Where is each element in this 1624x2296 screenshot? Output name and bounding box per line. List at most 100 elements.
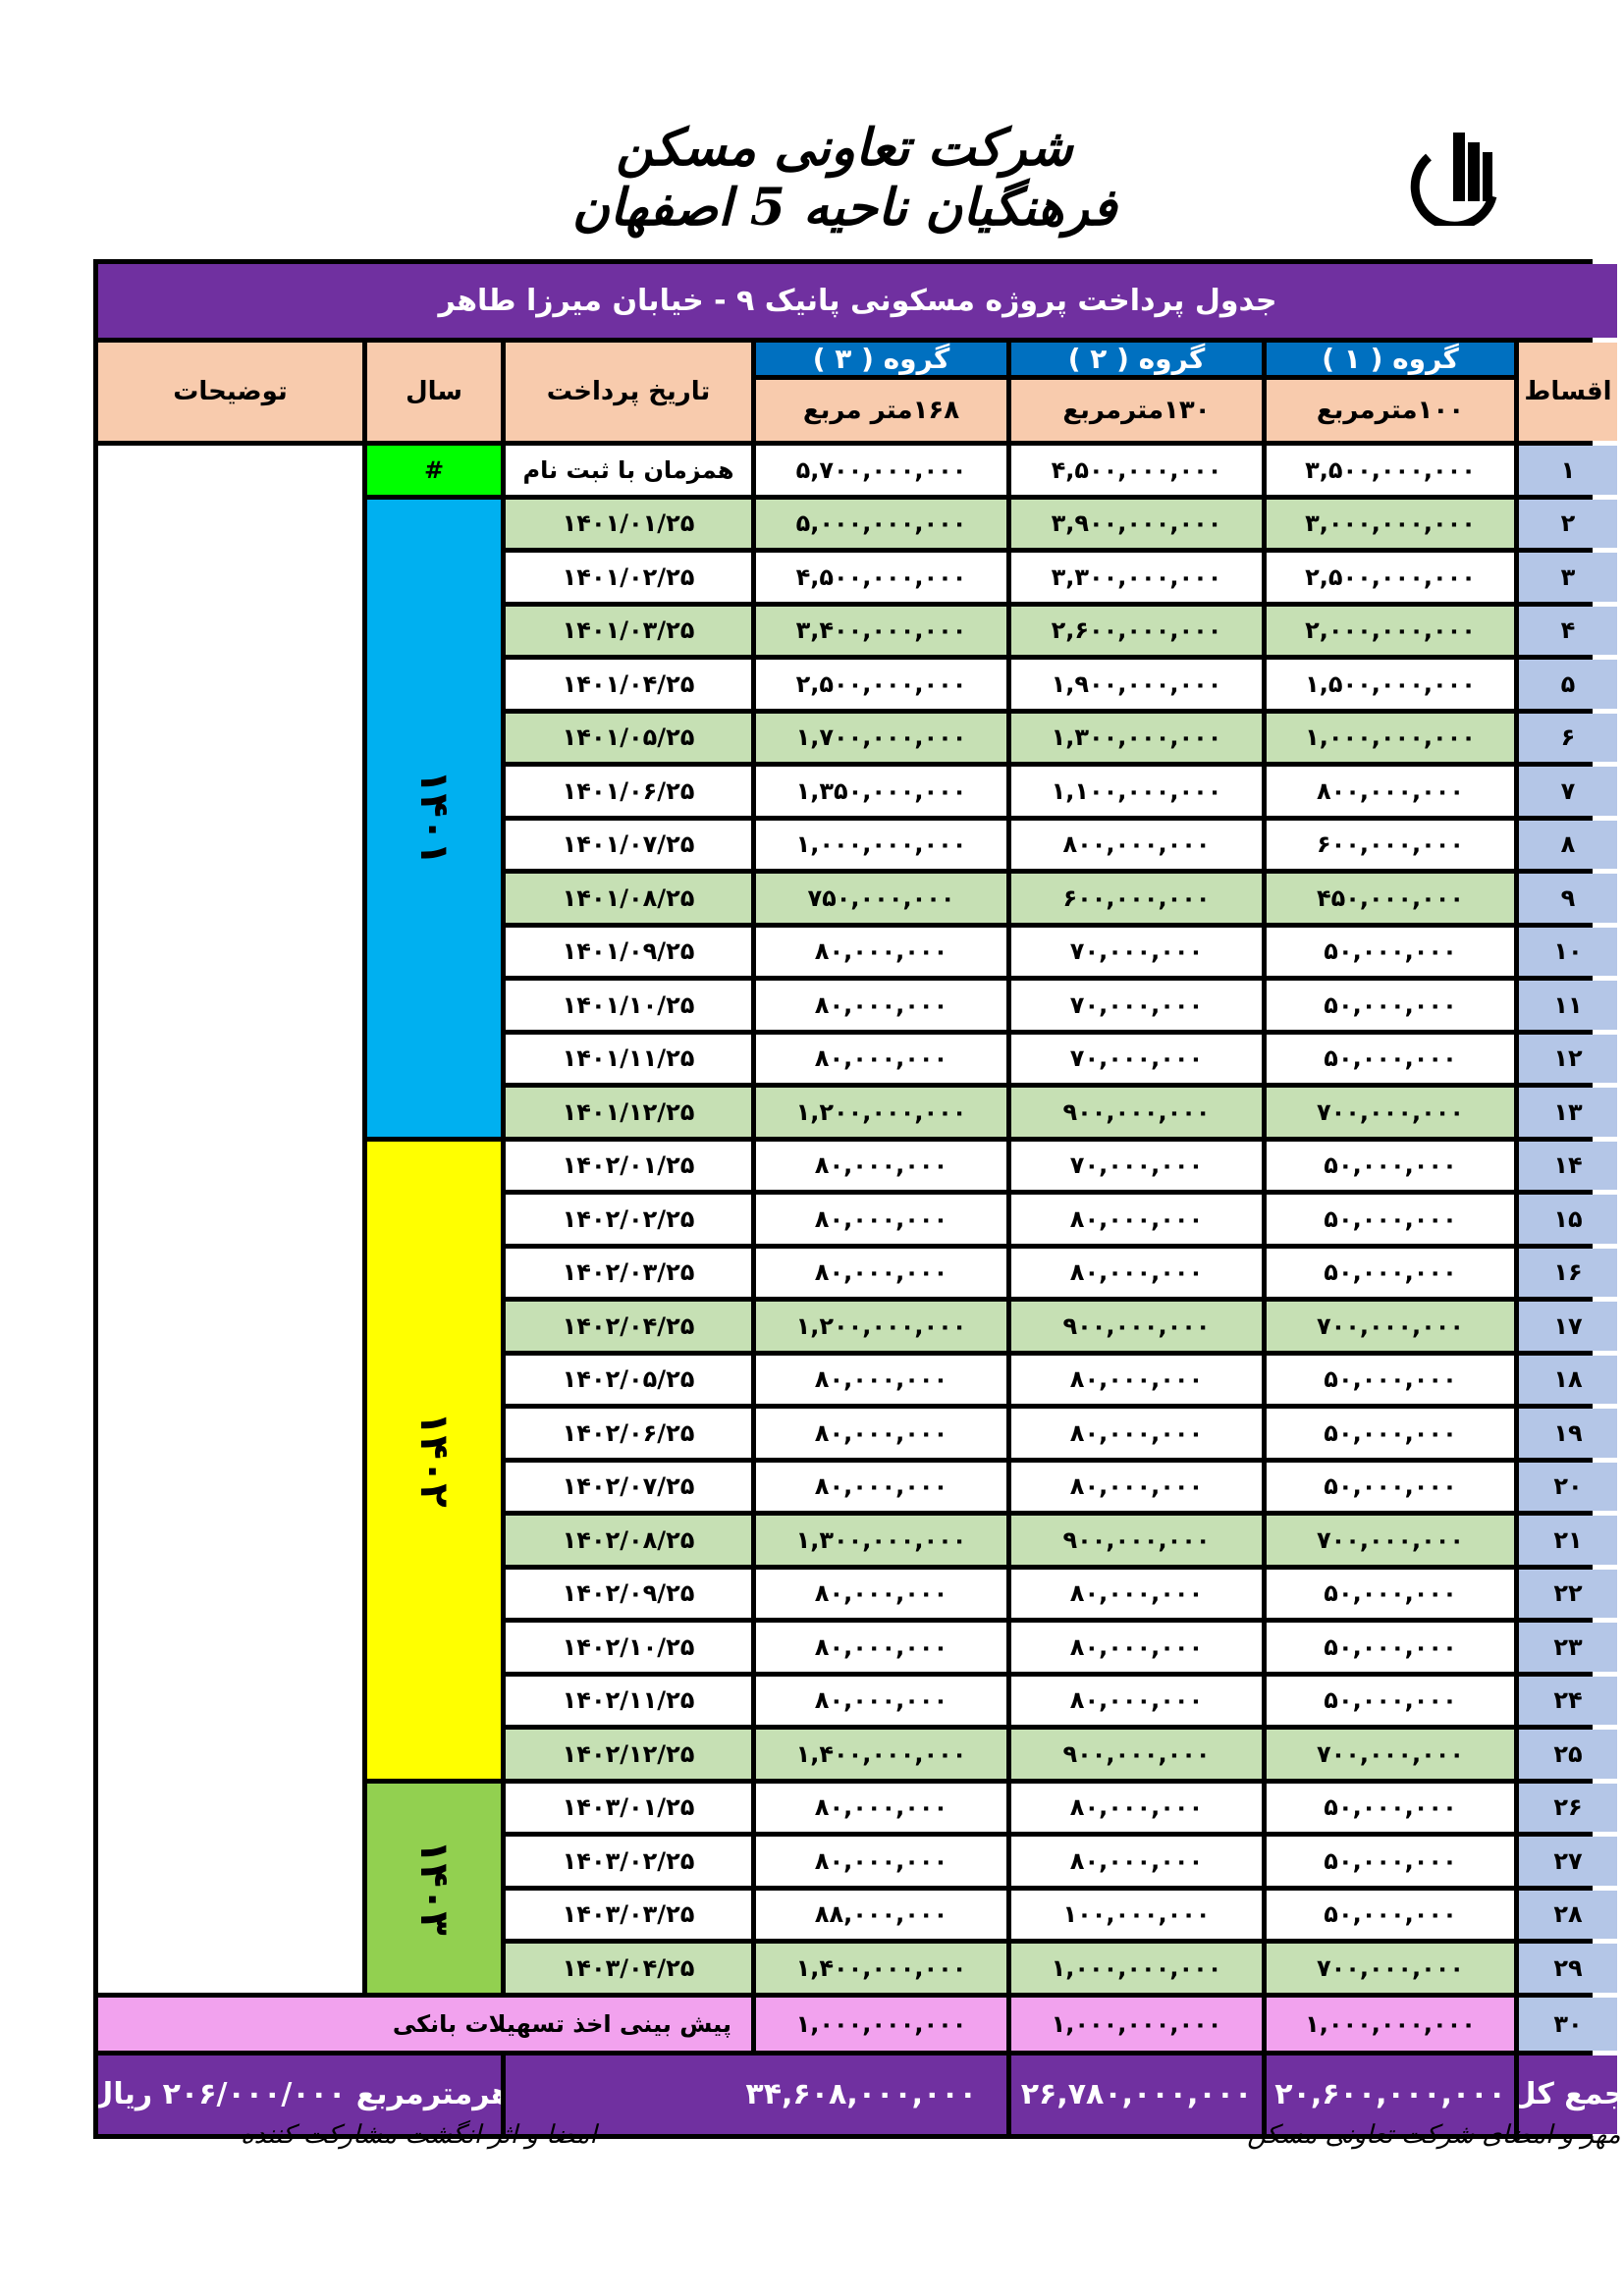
member-signature-label: امضا و اثر انگشت مشارکت کننده xyxy=(241,2120,597,2150)
amount-group-3: ۸۸,۰۰۰,۰۰۰ xyxy=(756,1890,1006,1939)
total-group-2: ۲۶,۷۸۰,۰۰۰,۰۰۰ xyxy=(1011,2055,1262,2134)
payment-date: ۱۴۰۱/۱۰/۲۵ xyxy=(506,981,751,1030)
header-date: تاریخ پرداخت xyxy=(506,343,751,441)
loan-label: پیش بینی اخذ تسهیلات بانکی xyxy=(98,1997,751,2051)
row-index: ۸ xyxy=(1519,820,1617,869)
amount-group-3: ۲,۵۰۰,۰۰۰,۰۰۰ xyxy=(756,660,1006,709)
row-index: ۱۹ xyxy=(1519,1409,1617,1458)
header-notes: توضیحات xyxy=(98,343,362,441)
amount-group-1: ۵۰,۰۰۰,۰۰۰ xyxy=(1267,981,1514,1030)
amount-group-3: ۸۰,۰۰۰,۰۰۰ xyxy=(756,1141,1006,1190)
amount-group-1: ۷۰۰,۰۰۰,۰۰۰ xyxy=(1267,1730,1514,1779)
row-index: ۱۰ xyxy=(1519,927,1617,976)
amount-group-3: ۳,۴۰۰,۰۰۰,۰۰۰ xyxy=(756,606,1006,655)
payment-date: ۱۴۰۳/۰۲/۲۵ xyxy=(506,1837,751,1886)
amount-group-1: ۳,۵۰۰,۰۰۰,۰۰۰ xyxy=(1267,446,1514,495)
payment-date: ۱۴۰۲/۰۶/۲۵ xyxy=(506,1409,751,1458)
amount-group-3: ۸۰,۰۰۰,۰۰۰ xyxy=(756,1676,1006,1725)
header-group-2: گروه ( ۲ ) xyxy=(1011,343,1262,375)
amount-group-2: ۹۰۰,۰۰۰,۰۰۰ xyxy=(1011,1088,1262,1137)
amount-group-1: ۷۰۰,۰۰۰,۰۰۰ xyxy=(1267,1944,1514,1993)
amount-group-2: ۸۰,۰۰۰,۰۰۰ xyxy=(1011,1783,1262,1832)
amount-group-1: ۵۰,۰۰۰,۰۰۰ xyxy=(1267,1141,1514,1190)
amount-group-1: ۵۰,۰۰۰,۰۰۰ xyxy=(1267,1783,1514,1832)
amount-group-1: ۶۰۰,۰۰۰,۰۰۰ xyxy=(1267,820,1514,869)
amount-group-2: ۱,۱۰۰,۰۰۰,۰۰۰ xyxy=(1011,767,1262,816)
payment-date: ۱۴۰۳/۰۴/۲۵ xyxy=(506,1944,751,1993)
amount-group-2: ۹۰۰,۰۰۰,۰۰۰ xyxy=(1011,1730,1262,1779)
amount-group-2: ۲,۶۰۰,۰۰۰,۰۰۰ xyxy=(1011,606,1262,655)
amount-group-1: ۲,۰۰۰,۰۰۰,۰۰۰ xyxy=(1267,606,1514,655)
amount-group-3: ۱,۰۰۰,۰۰۰,۰۰۰ xyxy=(756,820,1006,869)
payment-date: ۱۴۰۲/۱۰/۲۵ xyxy=(506,1623,751,1672)
amount-group-1: ۵۰,۰۰۰,۰۰۰ xyxy=(1267,1676,1514,1725)
amount-group-1: ۱,۰۰۰,۰۰۰,۰۰۰ xyxy=(1267,713,1514,762)
amount-group-3: ۵,۷۰۰,۰۰۰,۰۰۰ xyxy=(756,446,1006,495)
amount-group-2: ۸۰,۰۰۰,۰۰۰ xyxy=(1011,1623,1262,1672)
amount-group-2: ۸۰,۰۰۰,۰۰۰ xyxy=(1011,1837,1262,1886)
table-title: جدول پرداخت پروژه مسکونی پانیک ۹ - خیابا… xyxy=(98,264,1617,338)
amount-group-1: ۵۰,۰۰۰,۰۰۰ xyxy=(1267,927,1514,976)
amount-group-2: ۸۰,۰۰۰,۰۰۰ xyxy=(1011,1569,1262,1618)
payment-date: ۱۴۰۲/۱۲/۲۵ xyxy=(506,1730,751,1779)
year-0: # xyxy=(367,446,501,495)
amount-group-3: ۸۰,۰۰۰,۰۰۰ xyxy=(756,1783,1006,1832)
amount-group-3: ۸۰,۰۰۰,۰۰۰ xyxy=(756,1355,1006,1404)
amount-group-1: ۵۰,۰۰۰,۰۰۰ xyxy=(1267,1462,1514,1511)
amount-group-3: ۴,۵۰۰,۰۰۰,۰۰۰ xyxy=(756,553,1006,602)
amount-group-1: ۵۰,۰۰۰,۰۰۰ xyxy=(1267,1569,1514,1618)
amount-group-1: ۲,۵۰۰,۰۰۰,۰۰۰ xyxy=(1267,553,1514,602)
payment-date: ۱۴۰۲/۰۸/۲۵ xyxy=(506,1516,751,1565)
row-index: ۲۵ xyxy=(1519,1730,1617,1779)
amount-group-2: ۳,۹۰۰,۰۰۰,۰۰۰ xyxy=(1011,499,1262,548)
total-label: جمع کل xyxy=(1519,2055,1617,2134)
loan-group-2: ۱,۰۰۰,۰۰۰,۰۰۰ xyxy=(1011,1997,1262,2051)
amount-group-1: ۴۵۰,۰۰۰,۰۰۰ xyxy=(1267,874,1514,923)
loan-group-3: ۱,۰۰۰,۰۰۰,۰۰۰ xyxy=(756,1997,1006,2051)
payment-date: ۱۴۰۱/۰۲/۲۵ xyxy=(506,553,751,602)
amount-group-3: ۸۰,۰۰۰,۰۰۰ xyxy=(756,1837,1006,1886)
amount-group-1: ۷۰۰,۰۰۰,۰۰۰ xyxy=(1267,1302,1514,1351)
row-index: ۵ xyxy=(1519,660,1617,709)
payment-date: ۱۴۰۲/۰۵/۲۵ xyxy=(506,1355,751,1404)
price-per-meter: هرمترمربع ۲۰۶/۰۰۰/۰۰۰ ریال xyxy=(98,2055,501,2134)
amount-group-3: ۸۰,۰۰۰,۰۰۰ xyxy=(756,1623,1006,1672)
payment-date: ۱۴۰۱/۰۸/۲۵ xyxy=(506,874,751,923)
year-3: ۱۴۰۳ xyxy=(367,1783,501,1993)
amount-group-3: ۵,۰۰۰,۰۰۰,۰۰۰ xyxy=(756,499,1006,548)
amount-group-3: ۱,۴۰۰,۰۰۰,۰۰۰ xyxy=(756,1730,1006,1779)
row-index: ۲۰ xyxy=(1519,1462,1617,1511)
row-index: ۷ xyxy=(1519,767,1617,816)
row-index: ۱۷ xyxy=(1519,1302,1617,1351)
amount-group-2: ۷۰,۰۰۰,۰۰۰ xyxy=(1011,1141,1262,1190)
row-index: ۲۹ xyxy=(1519,1944,1617,1993)
payment-date: ۱۴۰۲/۰۱/۲۵ xyxy=(506,1141,751,1190)
amount-group-1: ۵۰,۰۰۰,۰۰۰ xyxy=(1267,1034,1514,1083)
notes-cell xyxy=(98,446,362,1993)
year-2: ۱۴۰۲ xyxy=(367,1141,501,1779)
company-logo-icon xyxy=(1410,133,1497,226)
amount-group-3: ۸۰,۰۰۰,۰۰۰ xyxy=(756,927,1006,976)
amount-group-3: ۸۰,۰۰۰,۰۰۰ xyxy=(756,1034,1006,1083)
header-area-3: ۱۶۸متر مربع xyxy=(756,380,1006,441)
total-group-3: ۳۴,۶۰۸,۰۰۰,۰۰۰ xyxy=(506,2055,1006,2134)
row-index: ۱۱ xyxy=(1519,981,1617,1030)
amount-group-3: ۸۰,۰۰۰,۰۰۰ xyxy=(756,1569,1006,1618)
amount-group-2: ۹۰۰,۰۰۰,۰۰۰ xyxy=(1011,1302,1262,1351)
loan-group-1: ۱,۰۰۰,۰۰۰,۰۰۰ xyxy=(1267,1997,1514,2051)
row-index: ۱۴ xyxy=(1519,1141,1617,1190)
header-index: اقساط xyxy=(1519,343,1617,441)
header-area-2: ۱۳۰مترمربع xyxy=(1011,380,1262,441)
amount-group-2: ۴,۵۰۰,۰۰۰,۰۰۰ xyxy=(1011,446,1262,495)
row-index: ۱۵ xyxy=(1519,1195,1617,1244)
payment-date: ۱۴۰۲/۰۷/۲۵ xyxy=(506,1462,751,1511)
company-name: شرکت تعاونی مسکن فرهنگیان ناحیه 5 اصفهان xyxy=(571,118,1117,238)
amount-group-2: ۸۰,۰۰۰,۰۰۰ xyxy=(1011,1195,1262,1244)
amount-group-3: ۱,۴۰۰,۰۰۰,۰۰۰ xyxy=(756,1944,1006,1993)
row-index: ۲۷ xyxy=(1519,1837,1617,1886)
row-index: ۲۴ xyxy=(1519,1676,1617,1725)
row-index: ۱ xyxy=(1519,446,1617,495)
loan-row-index: ۳۰ xyxy=(1519,1997,1617,2051)
payment-date: ۱۴۰۱/۰۹/۲۵ xyxy=(506,927,751,976)
payment-date: ۱۴۰۱/۱۱/۲۵ xyxy=(506,1034,751,1083)
